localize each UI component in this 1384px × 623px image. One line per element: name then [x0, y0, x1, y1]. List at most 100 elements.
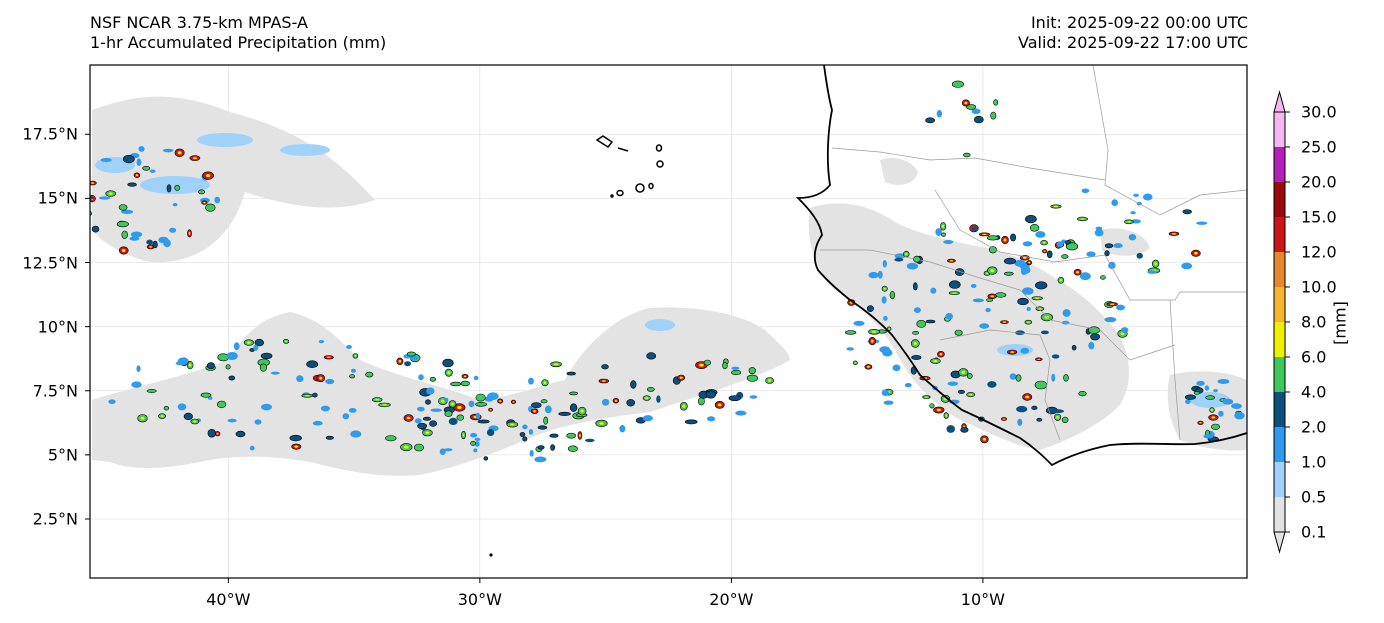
precip-cell — [1035, 231, 1046, 238]
precip-cell — [1147, 270, 1157, 274]
precip-cell — [601, 398, 610, 406]
precip-cell — [954, 268, 965, 276]
precip-cell — [1081, 188, 1090, 194]
precip-cell — [1065, 242, 1079, 251]
colorbar-level-label: 0.5 — [1301, 487, 1327, 507]
lat-tick-label: 15°N — [37, 188, 78, 208]
precip-cell — [426, 387, 435, 395]
precip-cell-core — [149, 246, 153, 248]
precip-cell-core — [160, 415, 164, 418]
precip-cell-core — [462, 433, 465, 437]
colorbar-level-label: 12.0 — [1301, 242, 1337, 262]
precip-cell-core — [193, 420, 197, 423]
precip-cell — [960, 427, 969, 433]
precip-cell — [350, 368, 356, 373]
precip-cell-core — [1110, 303, 1115, 305]
precip-cell — [473, 375, 479, 381]
precip-cell-core — [135, 174, 139, 177]
precip-cell — [844, 330, 857, 335]
precip-cell-core — [1035, 297, 1040, 299]
precip-cell — [385, 435, 397, 442]
precip-cell — [722, 362, 728, 370]
precip-cell — [259, 363, 268, 372]
precip-cell — [406, 351, 416, 357]
precip-cell — [417, 422, 427, 430]
precip-cell — [1100, 275, 1106, 280]
precip-cell-core — [441, 399, 445, 403]
precip-cell — [1016, 405, 1028, 413]
precip-cell — [646, 352, 657, 360]
precip-cell — [206, 362, 215, 370]
precip-cell — [585, 438, 595, 443]
colorbar-level-label: 0.1 — [1301, 522, 1327, 542]
precip-cell — [519, 432, 526, 437]
precip-cell-core — [1056, 416, 1059, 419]
colorbar-unit-label: [mm] — [1330, 301, 1350, 345]
precip-cell-core — [871, 330, 877, 333]
precip-cell-core — [768, 379, 772, 382]
precip-cell — [486, 429, 495, 436]
precip-cell-core — [451, 402, 454, 406]
precip-cell — [1234, 412, 1245, 420]
precip-cell — [735, 410, 747, 416]
lon-tick-label: 40°W — [206, 590, 251, 609]
precip-cell-core — [90, 182, 95, 184]
precip-cell-core — [888, 328, 890, 330]
colorbar-segment — [1274, 497, 1285, 532]
precip-cell — [913, 307, 921, 313]
precip-cell — [1204, 385, 1209, 391]
precip-cell — [1078, 391, 1087, 397]
precip-cell — [1051, 373, 1056, 382]
precip-cell — [409, 355, 418, 361]
precip-cell — [1053, 409, 1064, 414]
precip-cell — [883, 315, 888, 321]
precip-cell — [233, 342, 240, 351]
precip-cell — [320, 405, 330, 412]
precip-cell — [684, 419, 698, 425]
precip-shield-light — [92, 96, 1247, 476]
precip-cell — [941, 232, 946, 237]
lat-tick-label: 17.5°N — [22, 124, 78, 144]
precip-cell — [883, 400, 894, 405]
title-block: NSF NCAR 3.75-km MPAS-A 1-hr Accumulated… — [90, 13, 386, 53]
colorbar-segment — [1274, 147, 1285, 182]
precip-cell — [487, 392, 499, 401]
country-borders — [820, 65, 1247, 441]
precip-cell-core — [1043, 250, 1046, 252]
colorbar-segment — [1274, 357, 1285, 392]
precip-cell — [853, 320, 865, 326]
precip-cell-core — [933, 360, 938, 362]
colorbar-segment — [1274, 287, 1285, 322]
precip-cell — [142, 166, 151, 171]
precip-cell — [414, 418, 422, 424]
precip-cell — [136, 158, 142, 166]
precip-cell-core — [375, 398, 380, 401]
precip-cell — [1014, 259, 1026, 267]
colorbar-level-label: 10.0 — [1301, 277, 1337, 297]
precip-cell — [166, 184, 172, 193]
precip-cell — [146, 239, 153, 245]
precip-cell — [1063, 374, 1069, 382]
precip-cell — [129, 236, 140, 241]
precip-cell — [569, 391, 578, 396]
precip-cell — [1051, 354, 1060, 359]
precip-cell — [1128, 234, 1137, 241]
precip-cell-core — [645, 397, 649, 400]
precip-cell — [1104, 317, 1117, 323]
precip-cell — [566, 371, 576, 376]
precip-cell — [728, 395, 741, 401]
precip-cell — [1022, 241, 1033, 247]
precip-cell — [916, 319, 927, 328]
precip-cell-core — [305, 395, 310, 397]
colorbar-segment — [1274, 322, 1285, 357]
colorbar-level-label: 2.0 — [1301, 417, 1327, 437]
precip-cell-core — [871, 339, 874, 343]
precip-cell-core — [188, 231, 191, 235]
precip-cell — [460, 380, 470, 387]
precip-cell-core — [1025, 395, 1030, 399]
precip-cell — [946, 425, 955, 433]
precip-cell — [558, 411, 571, 416]
map-content — [90, 65, 1247, 557]
precip-cell — [100, 158, 112, 162]
